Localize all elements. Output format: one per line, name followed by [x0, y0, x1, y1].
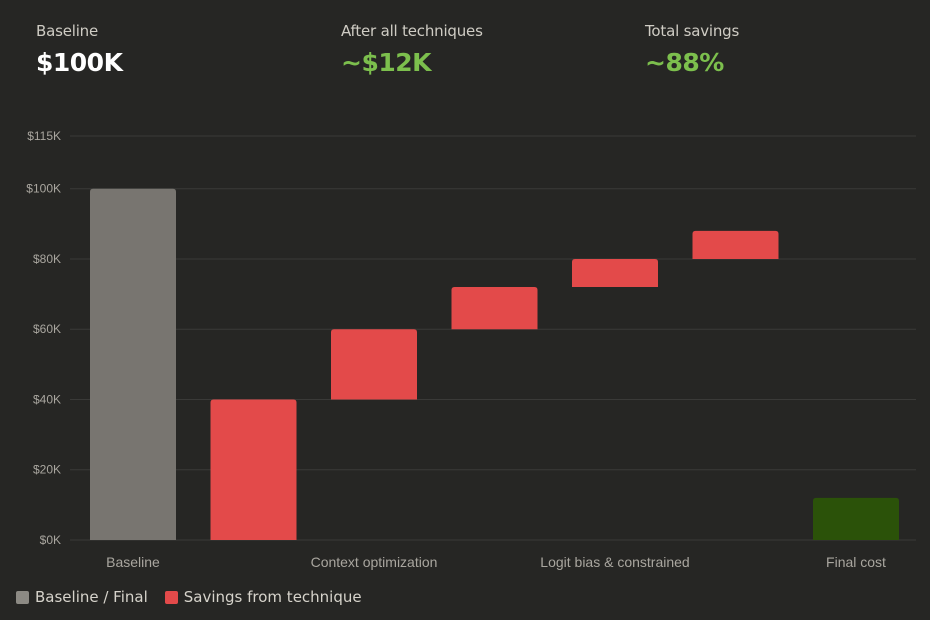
bar-baseline-0	[90, 188, 176, 540]
legend-swatch-savings	[164, 590, 178, 604]
x-tick-label: Context optimization	[311, 554, 438, 570]
bar-savings-2	[331, 329, 417, 400]
kpi-after: After all techniques ~$12K	[341, 22, 483, 77]
legend-item-baseline: Baseline / Final	[16, 588, 148, 606]
legend-label-savings: Savings from technique	[183, 588, 362, 606]
waterfall-chart: $0K $20K $40K $60K $80K $100K $115K Baseline Con…	[26, 129, 916, 570]
legend-item-savings: Savings from technique	[164, 588, 362, 606]
kpi-savings-value: ~88%	[645, 48, 724, 77]
y-tick-label: $60K	[33, 322, 61, 336]
kpi-after-label: After all techniques	[341, 22, 483, 40]
bar-savings-1	[210, 399, 297, 540]
bar-savings-5	[692, 230, 779, 259]
y-tick-label: $40K	[33, 392, 61, 406]
x-tick-label: Final cost	[826, 554, 886, 570]
bar-savings-3	[451, 287, 538, 330]
bar-final-6	[813, 497, 899, 540]
kpi-after-value: ~$12K	[341, 48, 432, 77]
x-tick-label: Baseline	[106, 554, 160, 570]
kpi-savings-label: Total savings	[645, 22, 740, 40]
kpi-baseline-value: $100K	[36, 48, 123, 77]
y-tick-label: $115K	[27, 129, 61, 143]
x-tick-label: Logit bias & constrained	[540, 554, 689, 570]
kpi-baseline-label: Baseline	[36, 22, 98, 40]
y-tick-label: $100K	[26, 182, 61, 196]
kpi-baseline: Baseline $100K	[36, 22, 123, 77]
legend-label-baseline: Baseline / Final	[35, 588, 148, 606]
y-tick-label: $20K	[33, 463, 61, 477]
chart-legend: Baseline / Final Savings from technique	[16, 588, 379, 606]
kpi-savings: Total savings ~88%	[645, 22, 739, 77]
y-tick-label: $0K	[40, 533, 61, 547]
bar-savings-4	[572, 258, 658, 288]
y-tick-label: $80K	[33, 252, 61, 266]
legend-swatch-baseline	[16, 590, 29, 604]
